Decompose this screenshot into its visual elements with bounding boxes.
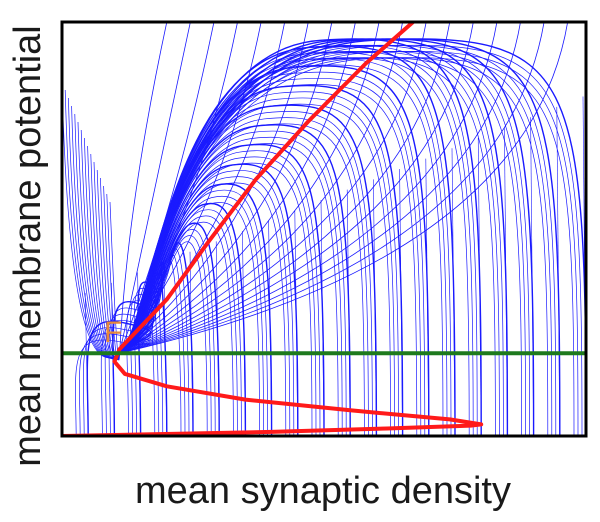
trajectory-line (163, 262, 168, 436)
trajectory-line (119, 22, 474, 354)
nullcline-layer (62, 22, 586, 436)
trajectory-line (294, 210, 299, 436)
trajectory-line (119, 22, 191, 354)
trajectory-line (119, 182, 287, 436)
trajectory-line (451, 148, 456, 436)
trajectory-line (399, 168, 403, 436)
trajectory-line (82, 327, 151, 436)
trajectory-line (119, 221, 234, 436)
trajectory-line (119, 287, 158, 436)
trajectory-line (119, 176, 291, 436)
trajectory-line (119, 189, 268, 436)
trajectory-line (119, 143, 339, 436)
trajectory-line (108, 307, 154, 436)
trajectory-line (119, 117, 369, 436)
trajectory-line (119, 22, 262, 354)
trajectory-line (504, 127, 508, 436)
trajectory-line (119, 22, 545, 354)
trajectory-line (119, 22, 168, 354)
trajectory-line (119, 51, 579, 436)
trajectory-line (119, 103, 391, 436)
trajectory-line (84, 293, 89, 436)
trajectory-line (320, 200, 325, 436)
trajectory-line (242, 231, 246, 436)
trajectory-line (119, 38, 586, 436)
fixed-point-label: F (104, 316, 123, 349)
trajectory-line (215, 241, 220, 436)
trajectory-line (119, 38, 535, 436)
trajectory-line (119, 57, 575, 436)
trajectory-line (189, 251, 194, 436)
trajectory-line (119, 294, 157, 436)
trajectory-line (119, 22, 569, 354)
trajectory-line (373, 179, 377, 436)
trajectory-line (477, 137, 482, 436)
trajectory-line (119, 57, 549, 436)
trajectory-line (119, 22, 427, 354)
trajectory-line (111, 282, 115, 436)
red-nullcline (62, 22, 484, 436)
trajectory-line (119, 22, 403, 354)
trajectory-line (119, 202, 260, 436)
plot-frame (60, 20, 588, 438)
trajectory-line (119, 22, 451, 354)
trajectory-line (119, 44, 583, 436)
trajectory-line (119, 22, 309, 354)
x-axis-label: mean synaptic density (135, 470, 511, 512)
trajectory-line (119, 22, 380, 354)
trajectory-line (556, 106, 561, 436)
trajectory-line (530, 117, 534, 436)
trajectory-line (346, 189, 351, 436)
trajectory-line (119, 22, 521, 354)
trajectory-line (119, 22, 356, 354)
trajectory-line (119, 123, 365, 436)
trajectory-line (119, 57, 522, 436)
trajectory-line (119, 22, 215, 354)
trajectory-line (109, 201, 120, 361)
trajectory-line (100, 320, 153, 436)
trajectory-line (79, 333, 151, 436)
y-axis-label: mean membrane potential (7, 25, 49, 467)
trajectory-line (119, 22, 498, 354)
trajectory-line (119, 22, 238, 354)
trajectory-line (119, 22, 333, 354)
trajectory-line (425, 158, 430, 436)
trajectory-line (119, 195, 264, 436)
